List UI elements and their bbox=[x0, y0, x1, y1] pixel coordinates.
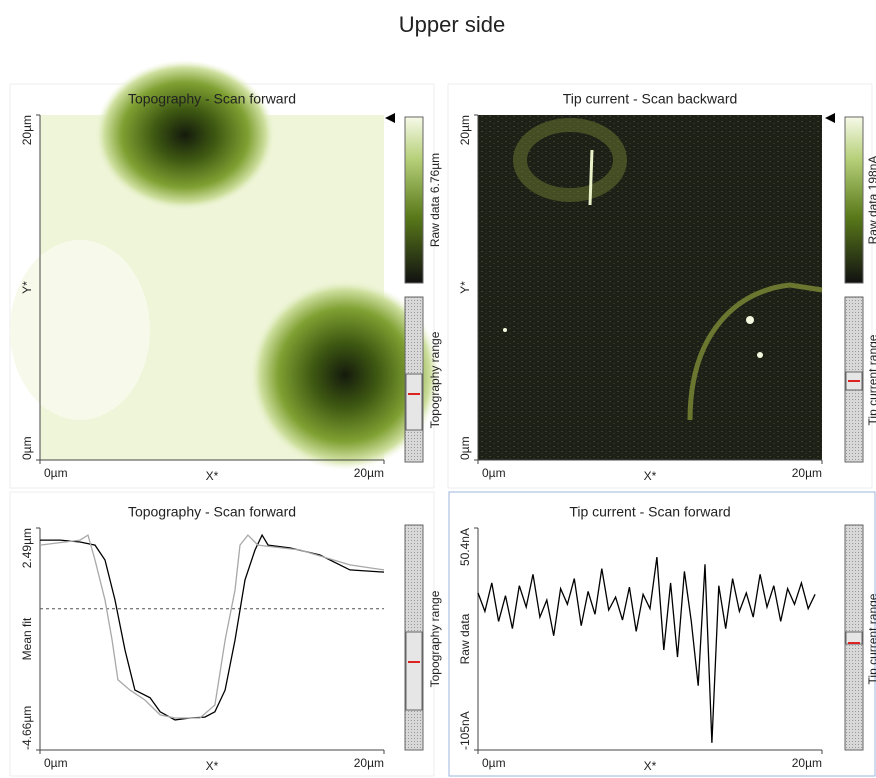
tip-current-image bbox=[478, 115, 823, 460]
y-tick-label: -105nA bbox=[458, 711, 472, 750]
x-tick-label: 0µm bbox=[482, 466, 506, 480]
y-axis-label: Y* bbox=[458, 281, 472, 294]
range-window bbox=[405, 373, 423, 431]
colorbar bbox=[404, 116, 424, 284]
range-window bbox=[405, 631, 423, 711]
y-axis-label: Y* bbox=[20, 281, 34, 294]
x-tick-label: 20µm bbox=[354, 756, 384, 770]
panel-title: Tip current - Scan forward bbox=[569, 504, 730, 520]
y-tick-label: 0µm bbox=[458, 436, 472, 460]
y-tick-label: 2.49µm bbox=[20, 528, 34, 568]
y-tick-label: -4.66µm bbox=[20, 706, 34, 750]
y-tick-label: 20µm bbox=[458, 115, 472, 145]
colorbar-label: Raw data 6.76µm bbox=[428, 153, 442, 247]
x-axis-label: X* bbox=[206, 469, 219, 483]
profile-line bbox=[39, 534, 385, 719]
y-axis-label: Mean fit bbox=[20, 617, 34, 660]
x-tick-label: 0µm bbox=[44, 466, 68, 480]
panel-title: Topography - Scan forward bbox=[128, 504, 296, 520]
marker bbox=[385, 113, 395, 123]
range-label: Tip current range bbox=[866, 334, 876, 425]
colorbar-label: Raw data 198nA bbox=[866, 156, 876, 245]
y-axis-label: Raw data bbox=[458, 613, 472, 664]
y-tick-label: 20µm bbox=[20, 115, 34, 145]
panel-title: Tip current - Scan backward bbox=[563, 91, 738, 107]
x-tick-label: 20µm bbox=[792, 466, 822, 480]
colorbar bbox=[844, 116, 864, 284]
marker bbox=[825, 113, 835, 123]
y-tick-label: 50.4nA bbox=[458, 528, 472, 566]
range-label: Topography range bbox=[428, 331, 442, 428]
x-tick-label: 0µm bbox=[482, 756, 506, 770]
panel-frame bbox=[447, 83, 873, 489]
profile-line bbox=[40, 533, 385, 721]
x-tick-label: 20µm bbox=[354, 466, 384, 480]
y-tick-label: 0µm bbox=[20, 436, 34, 460]
page-title: Upper side bbox=[399, 12, 505, 37]
x-tick-label: 20µm bbox=[792, 756, 822, 770]
profile-line bbox=[477, 557, 816, 743]
x-axis-label: X* bbox=[644, 759, 657, 773]
panel-title: Topography - Scan forward bbox=[128, 91, 296, 107]
range-label: Tip current range bbox=[866, 593, 876, 684]
range-label: Topography range bbox=[428, 590, 442, 687]
x-axis-label: X* bbox=[206, 759, 219, 773]
panel-frame bbox=[9, 491, 435, 777]
x-axis-label: X* bbox=[644, 469, 657, 483]
panel-frame-active bbox=[448, 491, 876, 777]
x-tick-label: 0µm bbox=[44, 756, 68, 770]
topography-image bbox=[10, 60, 440, 470]
